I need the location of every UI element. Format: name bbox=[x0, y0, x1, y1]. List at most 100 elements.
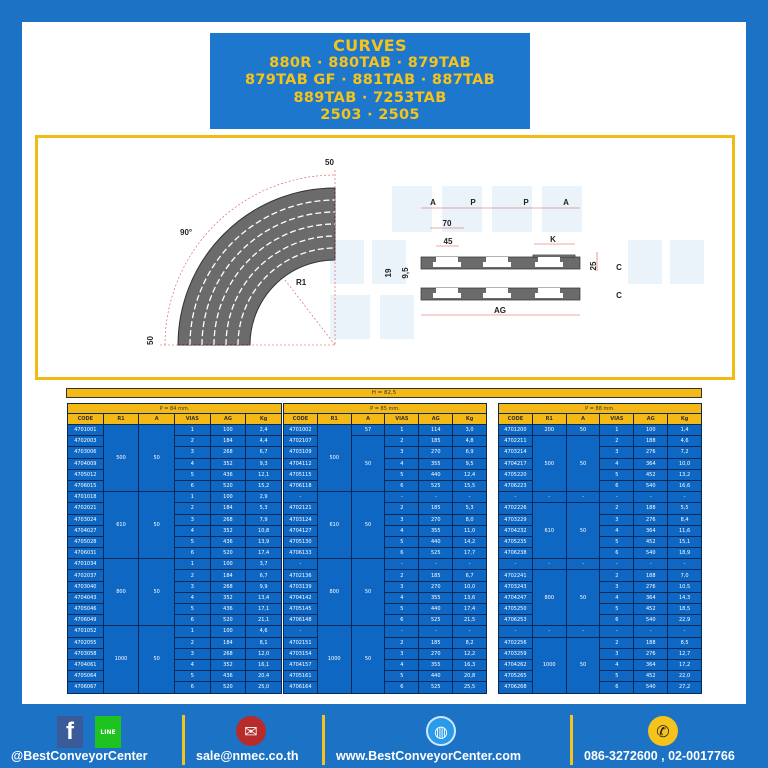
vias-cell: - bbox=[599, 491, 635, 504]
line-icon-label: LINE bbox=[100, 728, 116, 736]
code-cell: 4701034 bbox=[67, 558, 104, 571]
globe-icon[interactable]: ◍ bbox=[426, 716, 456, 746]
kg-cell: 7,2 bbox=[667, 446, 702, 459]
code-cell: 4702256 bbox=[498, 636, 533, 649]
code-cell: - bbox=[498, 558, 533, 571]
label-70: 70 bbox=[443, 219, 452, 228]
vias-cell: 5 bbox=[173, 468, 211, 481]
email-icon[interactable]: ✉ bbox=[236, 716, 266, 746]
facebook-icon[interactable]: f bbox=[57, 716, 83, 748]
code-cell: 4702037 bbox=[67, 569, 104, 582]
kg-cell: 6,7 bbox=[452, 569, 487, 582]
ag-cell: 540 bbox=[633, 614, 669, 627]
column-header: VIAS bbox=[173, 413, 211, 425]
kg-cell: 11,6 bbox=[667, 524, 702, 537]
kg-cell: 16,6 bbox=[667, 479, 702, 493]
kg-cell: 8,5 bbox=[667, 636, 702, 649]
code-cell: 4703058 bbox=[67, 647, 104, 660]
table-header-row: CODE R1 A VIAS AG Kg bbox=[283, 413, 487, 425]
vias-cell: 2 bbox=[384, 636, 420, 649]
title-line: 879TAB GF · 881TAB · 887TAB bbox=[244, 72, 496, 88]
code-cell: 4706049 bbox=[67, 614, 104, 627]
vias-cell: 4 bbox=[599, 591, 635, 605]
kg-cell: 1,4 bbox=[667, 423, 702, 437]
table-row: 4701034 800 50 1 100 3,7 bbox=[67, 558, 282, 627]
table-row: 4703058 3 268 12,0 bbox=[67, 647, 282, 660]
kg-cell: 5,3 bbox=[245, 502, 282, 515]
table-row: 4702256 1000 50 2 188 8,5 bbox=[498, 636, 702, 694]
vias-cell: 6 bbox=[384, 681, 420, 694]
ag-cell: 268 bbox=[209, 580, 247, 593]
label-25: 25 bbox=[589, 261, 598, 270]
table-row: 4704217 4 364 10,0 bbox=[498, 457, 702, 470]
code-cell: 4702003 bbox=[67, 435, 104, 448]
phone-numbers[interactable]: 086-3272600 , 02-0017766 bbox=[584, 749, 735, 763]
r1-cell: 800 bbox=[531, 569, 567, 627]
table-title-row: P = 88 mm. bbox=[498, 403, 702, 414]
column-header: CODE bbox=[498, 413, 533, 425]
ag-cell: 355 bbox=[418, 591, 454, 605]
r1-cell: - bbox=[531, 558, 567, 571]
table-row: 4703040 3 268 9,9 bbox=[67, 580, 282, 593]
ag-cell: 440 bbox=[418, 602, 454, 616]
vias-cell: 2 bbox=[599, 569, 635, 582]
kg-cell: 21,1 bbox=[245, 614, 282, 627]
kg-cell: 8,0 bbox=[452, 513, 487, 526]
r1-cell: 800 bbox=[316, 558, 352, 627]
code-cell: 4706133 bbox=[283, 547, 318, 560]
table-row: 4701052 1000 50 1 100 4,6 bbox=[67, 625, 282, 694]
vias-cell: 4 bbox=[173, 658, 211, 672]
table-row: 4703214 3 276 7,2 bbox=[498, 446, 702, 459]
vias-cell: 2 bbox=[173, 636, 211, 649]
table-row: 4706015 6 520 15,2 bbox=[67, 479, 282, 493]
code-cell: 4703124 bbox=[283, 513, 318, 526]
ag-cell: 352 bbox=[209, 457, 247, 470]
column-header: R1 bbox=[316, 413, 352, 425]
ag-cell: 452 bbox=[633, 602, 669, 616]
table-row: 4706067 6 520 25,0 bbox=[67, 681, 282, 694]
divider bbox=[182, 715, 185, 765]
ag-cell: 364 bbox=[633, 658, 669, 672]
diagram-panel: 50 50 90° R1 A P P A 70 45 K 25 C C AG 1… bbox=[35, 135, 735, 380]
ag-cell: 276 bbox=[633, 580, 669, 593]
a-cell: 57 bbox=[350, 423, 386, 437]
code-cell: 4702241 bbox=[498, 569, 533, 582]
vias-cell: 5 bbox=[599, 602, 635, 616]
table-row: 4703109 3 270 6,9 bbox=[283, 446, 487, 459]
column-header: R1 bbox=[531, 413, 567, 425]
code-cell: 4705064 bbox=[67, 670, 104, 683]
line-icon[interactable]: LINE bbox=[95, 716, 121, 748]
kg-cell: 17,4 bbox=[245, 547, 282, 560]
table-row: 4704043 4 352 13,4 bbox=[67, 591, 282, 605]
code-cell: 4705046 bbox=[67, 602, 104, 616]
code-cell: 4704262 bbox=[498, 658, 533, 672]
column-header: A bbox=[565, 413, 601, 425]
email-link[interactable]: sale@nmec.co.th bbox=[196, 749, 299, 763]
vias-cell: 6 bbox=[173, 614, 211, 627]
phone-icon[interactable]: ✆ bbox=[648, 716, 678, 746]
code-cell: 4704112 bbox=[283, 457, 318, 470]
vias-cell: 6 bbox=[384, 614, 420, 627]
kg-cell: 5,3 bbox=[452, 502, 487, 515]
kg-cell: 10,5 bbox=[667, 580, 702, 593]
code-cell: 4706223 bbox=[498, 479, 533, 493]
ag-cell: 270 bbox=[418, 513, 454, 526]
r1-cell: 500 bbox=[531, 435, 567, 493]
vias-cell: 2 bbox=[173, 569, 211, 582]
ag-cell: 276 bbox=[633, 446, 669, 459]
table-row: 4705115 5 440 12,4 bbox=[283, 468, 487, 481]
code-cell: 4702055 bbox=[67, 636, 104, 649]
ag-cell: 520 bbox=[209, 614, 247, 627]
social-handle[interactable]: @BestConveyorCenter bbox=[11, 749, 148, 763]
website-link[interactable]: www.BestConveyorCenter.com bbox=[336, 749, 522, 763]
kg-cell: 17,2 bbox=[667, 658, 702, 672]
table-row: 4705064 5 436 20,4 bbox=[67, 670, 282, 683]
vias-cell: 3 bbox=[173, 647, 211, 660]
vias-cell: 2 bbox=[384, 569, 420, 582]
vias-cell: - bbox=[384, 625, 420, 638]
vias-cell: 4 bbox=[599, 457, 635, 470]
title-box: CURVES 880R · 880TAB · 879TAB 879TAB GF … bbox=[210, 33, 530, 129]
code-cell: 4706015 bbox=[67, 479, 104, 493]
a-cell: 50 bbox=[138, 491, 175, 560]
vias-cell: 6 bbox=[173, 547, 211, 560]
